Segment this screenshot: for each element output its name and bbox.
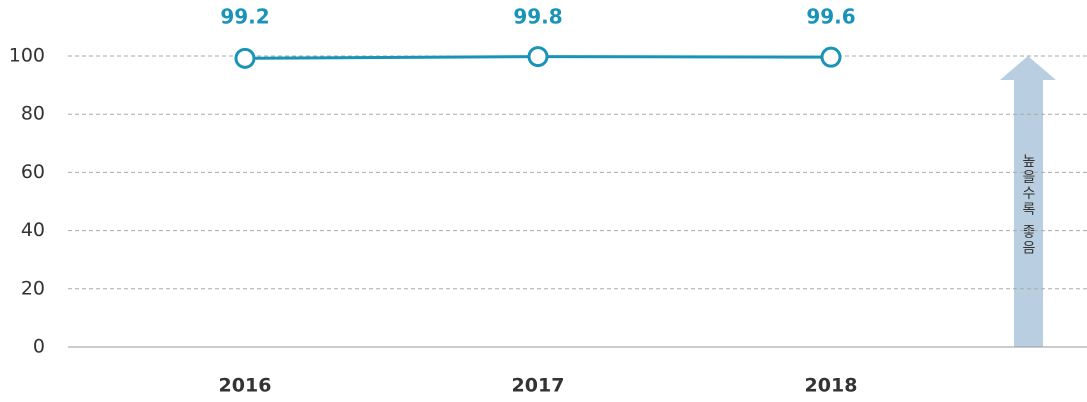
y-tick-label: 60	[21, 161, 45, 183]
marker	[820, 46, 842, 68]
y-tick-label: 80	[21, 103, 45, 125]
x-tick-label: 2016	[219, 375, 272, 397]
value-label: 99.2	[220, 5, 269, 29]
value-label: 99.8	[513, 5, 562, 29]
y-tick-label: 0	[33, 336, 45, 358]
y-tick-label: 20	[21, 277, 45, 299]
marker	[234, 47, 256, 69]
x-tick-label: 2017	[512, 375, 565, 397]
y-tick-label: 40	[21, 219, 45, 241]
x-tick-label: 2018	[805, 375, 858, 397]
value-label: 99.6	[806, 5, 855, 29]
y-tick-label: 100	[9, 45, 45, 67]
arrow	[1000, 56, 1056, 347]
marker	[527, 46, 549, 68]
annotation: 높을수록 좋음	[1020, 154, 1036, 256]
